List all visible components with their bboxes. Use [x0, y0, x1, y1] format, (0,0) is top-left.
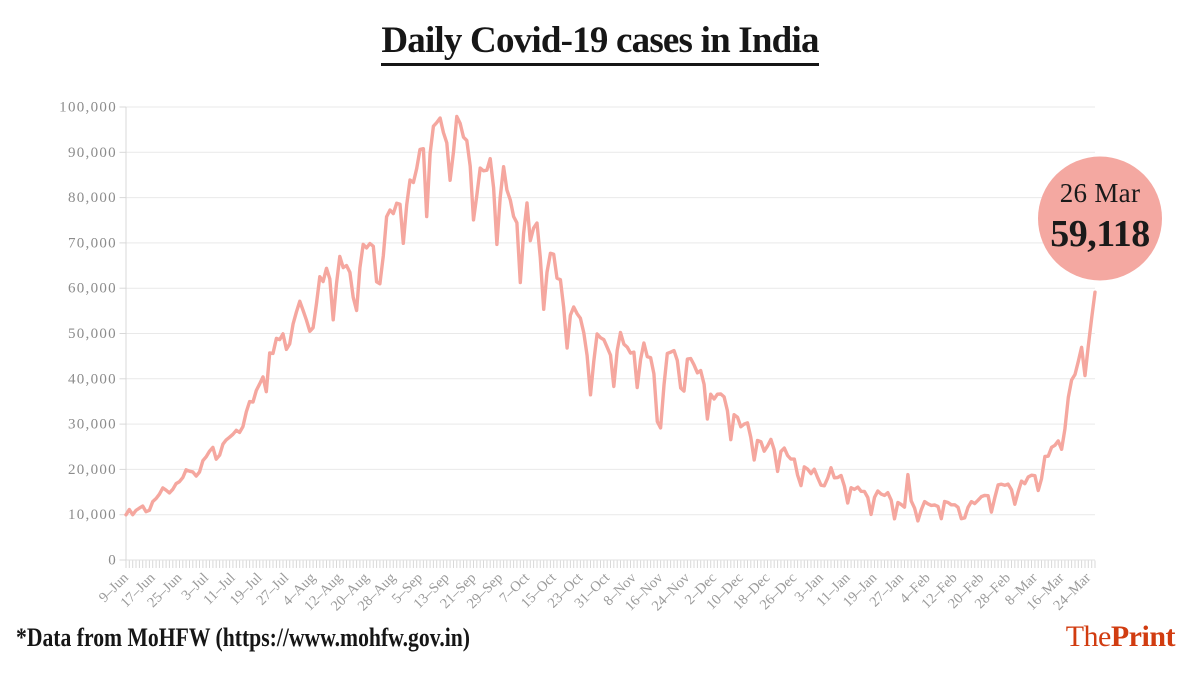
svg-text:70,000: 70,000: [68, 235, 117, 251]
svg-text:20,000: 20,000: [68, 462, 117, 478]
svg-text:50,000: 50,000: [68, 326, 117, 342]
svg-text:80,000: 80,000: [68, 190, 117, 206]
svg-text:40,000: 40,000: [68, 371, 117, 387]
svg-text:30,000: 30,000: [68, 417, 117, 433]
svg-text:0: 0: [108, 553, 117, 569]
svg-text:10,000: 10,000: [68, 507, 117, 523]
svg-text:90,000: 90,000: [68, 145, 117, 161]
svg-text:60,000: 60,000: [68, 281, 117, 297]
svg-text:59,118: 59,118: [1050, 213, 1149, 255]
svg-text:26 Mar: 26 Mar: [1060, 178, 1141, 208]
svg-text:100,000: 100,000: [59, 100, 117, 116]
